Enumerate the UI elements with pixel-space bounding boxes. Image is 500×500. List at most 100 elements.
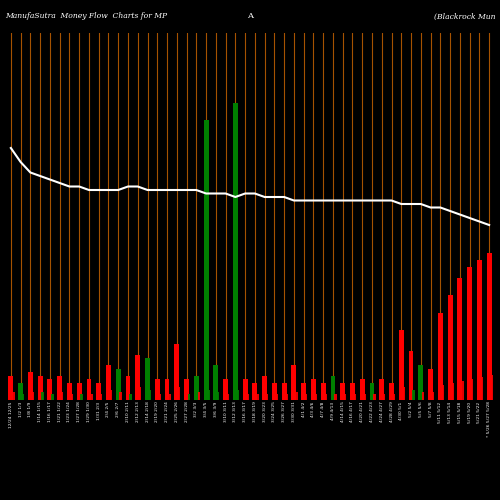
- Bar: [76, 382, 82, 400]
- Bar: [428, 368, 433, 400]
- Bar: [295, 392, 298, 400]
- Bar: [330, 376, 336, 400]
- Bar: [217, 392, 220, 400]
- Bar: [276, 394, 278, 400]
- Bar: [57, 376, 62, 400]
- Bar: [18, 382, 23, 400]
- Bar: [490, 375, 493, 400]
- Bar: [145, 358, 150, 400]
- Bar: [246, 394, 249, 400]
- Bar: [148, 390, 151, 400]
- Bar: [67, 382, 72, 400]
- Bar: [129, 394, 132, 400]
- Bar: [139, 388, 141, 400]
- Bar: [467, 267, 472, 400]
- Bar: [350, 382, 355, 400]
- Bar: [22, 394, 25, 400]
- Bar: [412, 390, 414, 400]
- Bar: [100, 394, 102, 400]
- Bar: [364, 394, 366, 400]
- Bar: [236, 390, 239, 400]
- Bar: [393, 394, 395, 400]
- Bar: [38, 376, 43, 400]
- Bar: [480, 377, 483, 400]
- Bar: [321, 382, 326, 400]
- Bar: [233, 102, 238, 400]
- Bar: [301, 382, 306, 400]
- Bar: [418, 365, 424, 400]
- Bar: [28, 372, 33, 400]
- Bar: [158, 394, 161, 400]
- Bar: [461, 381, 464, 400]
- Bar: [286, 394, 288, 400]
- Bar: [344, 394, 346, 400]
- Bar: [360, 379, 364, 400]
- Bar: [168, 394, 170, 400]
- Bar: [194, 376, 199, 400]
- Text: A: A: [247, 12, 253, 20]
- Bar: [471, 379, 474, 400]
- Bar: [174, 344, 179, 400]
- Bar: [252, 382, 258, 400]
- Bar: [86, 379, 92, 400]
- Bar: [96, 382, 101, 400]
- Bar: [432, 392, 434, 400]
- Bar: [282, 382, 286, 400]
- Bar: [311, 379, 316, 400]
- Bar: [340, 382, 345, 400]
- Bar: [242, 379, 248, 400]
- Text: (Blackrock Mun: (Blackrock Mun: [434, 12, 495, 20]
- Bar: [42, 392, 44, 400]
- Bar: [32, 392, 34, 400]
- Bar: [51, 394, 54, 400]
- Bar: [48, 379, 52, 400]
- Bar: [110, 390, 112, 400]
- Bar: [266, 394, 268, 400]
- Bar: [184, 379, 189, 400]
- Bar: [204, 120, 208, 400]
- Bar: [223, 379, 228, 400]
- Bar: [188, 394, 190, 400]
- Bar: [324, 394, 327, 400]
- Bar: [90, 394, 92, 400]
- Bar: [227, 394, 230, 400]
- Bar: [164, 379, 170, 400]
- Bar: [155, 379, 160, 400]
- Bar: [305, 394, 308, 400]
- Bar: [354, 394, 356, 400]
- Bar: [126, 376, 130, 400]
- Bar: [383, 394, 386, 400]
- Bar: [198, 392, 200, 400]
- Bar: [380, 379, 384, 400]
- Bar: [262, 376, 267, 400]
- Bar: [208, 390, 210, 400]
- Bar: [458, 278, 462, 400]
- Bar: [486, 253, 492, 400]
- Bar: [402, 388, 405, 400]
- Text: ManufaSutra  Money Flow  Charts for MP: ManufaSutra Money Flow Charts for MP: [5, 12, 167, 20]
- Bar: [106, 365, 111, 400]
- Bar: [373, 394, 376, 400]
- Bar: [272, 382, 277, 400]
- Bar: [477, 260, 482, 400]
- Bar: [408, 351, 414, 400]
- Bar: [442, 386, 444, 400]
- Bar: [292, 365, 296, 400]
- Bar: [136, 354, 140, 400]
- Bar: [452, 383, 454, 400]
- Bar: [178, 388, 180, 400]
- Bar: [116, 368, 120, 400]
- Bar: [8, 376, 14, 400]
- Bar: [399, 330, 404, 400]
- Bar: [80, 394, 83, 400]
- Bar: [70, 394, 73, 400]
- Bar: [12, 392, 14, 400]
- Bar: [448, 295, 452, 400]
- Bar: [61, 392, 64, 400]
- Bar: [389, 382, 394, 400]
- Bar: [256, 394, 258, 400]
- Bar: [370, 382, 374, 400]
- Bar: [422, 392, 424, 400]
- Bar: [334, 394, 336, 400]
- Bar: [120, 392, 122, 400]
